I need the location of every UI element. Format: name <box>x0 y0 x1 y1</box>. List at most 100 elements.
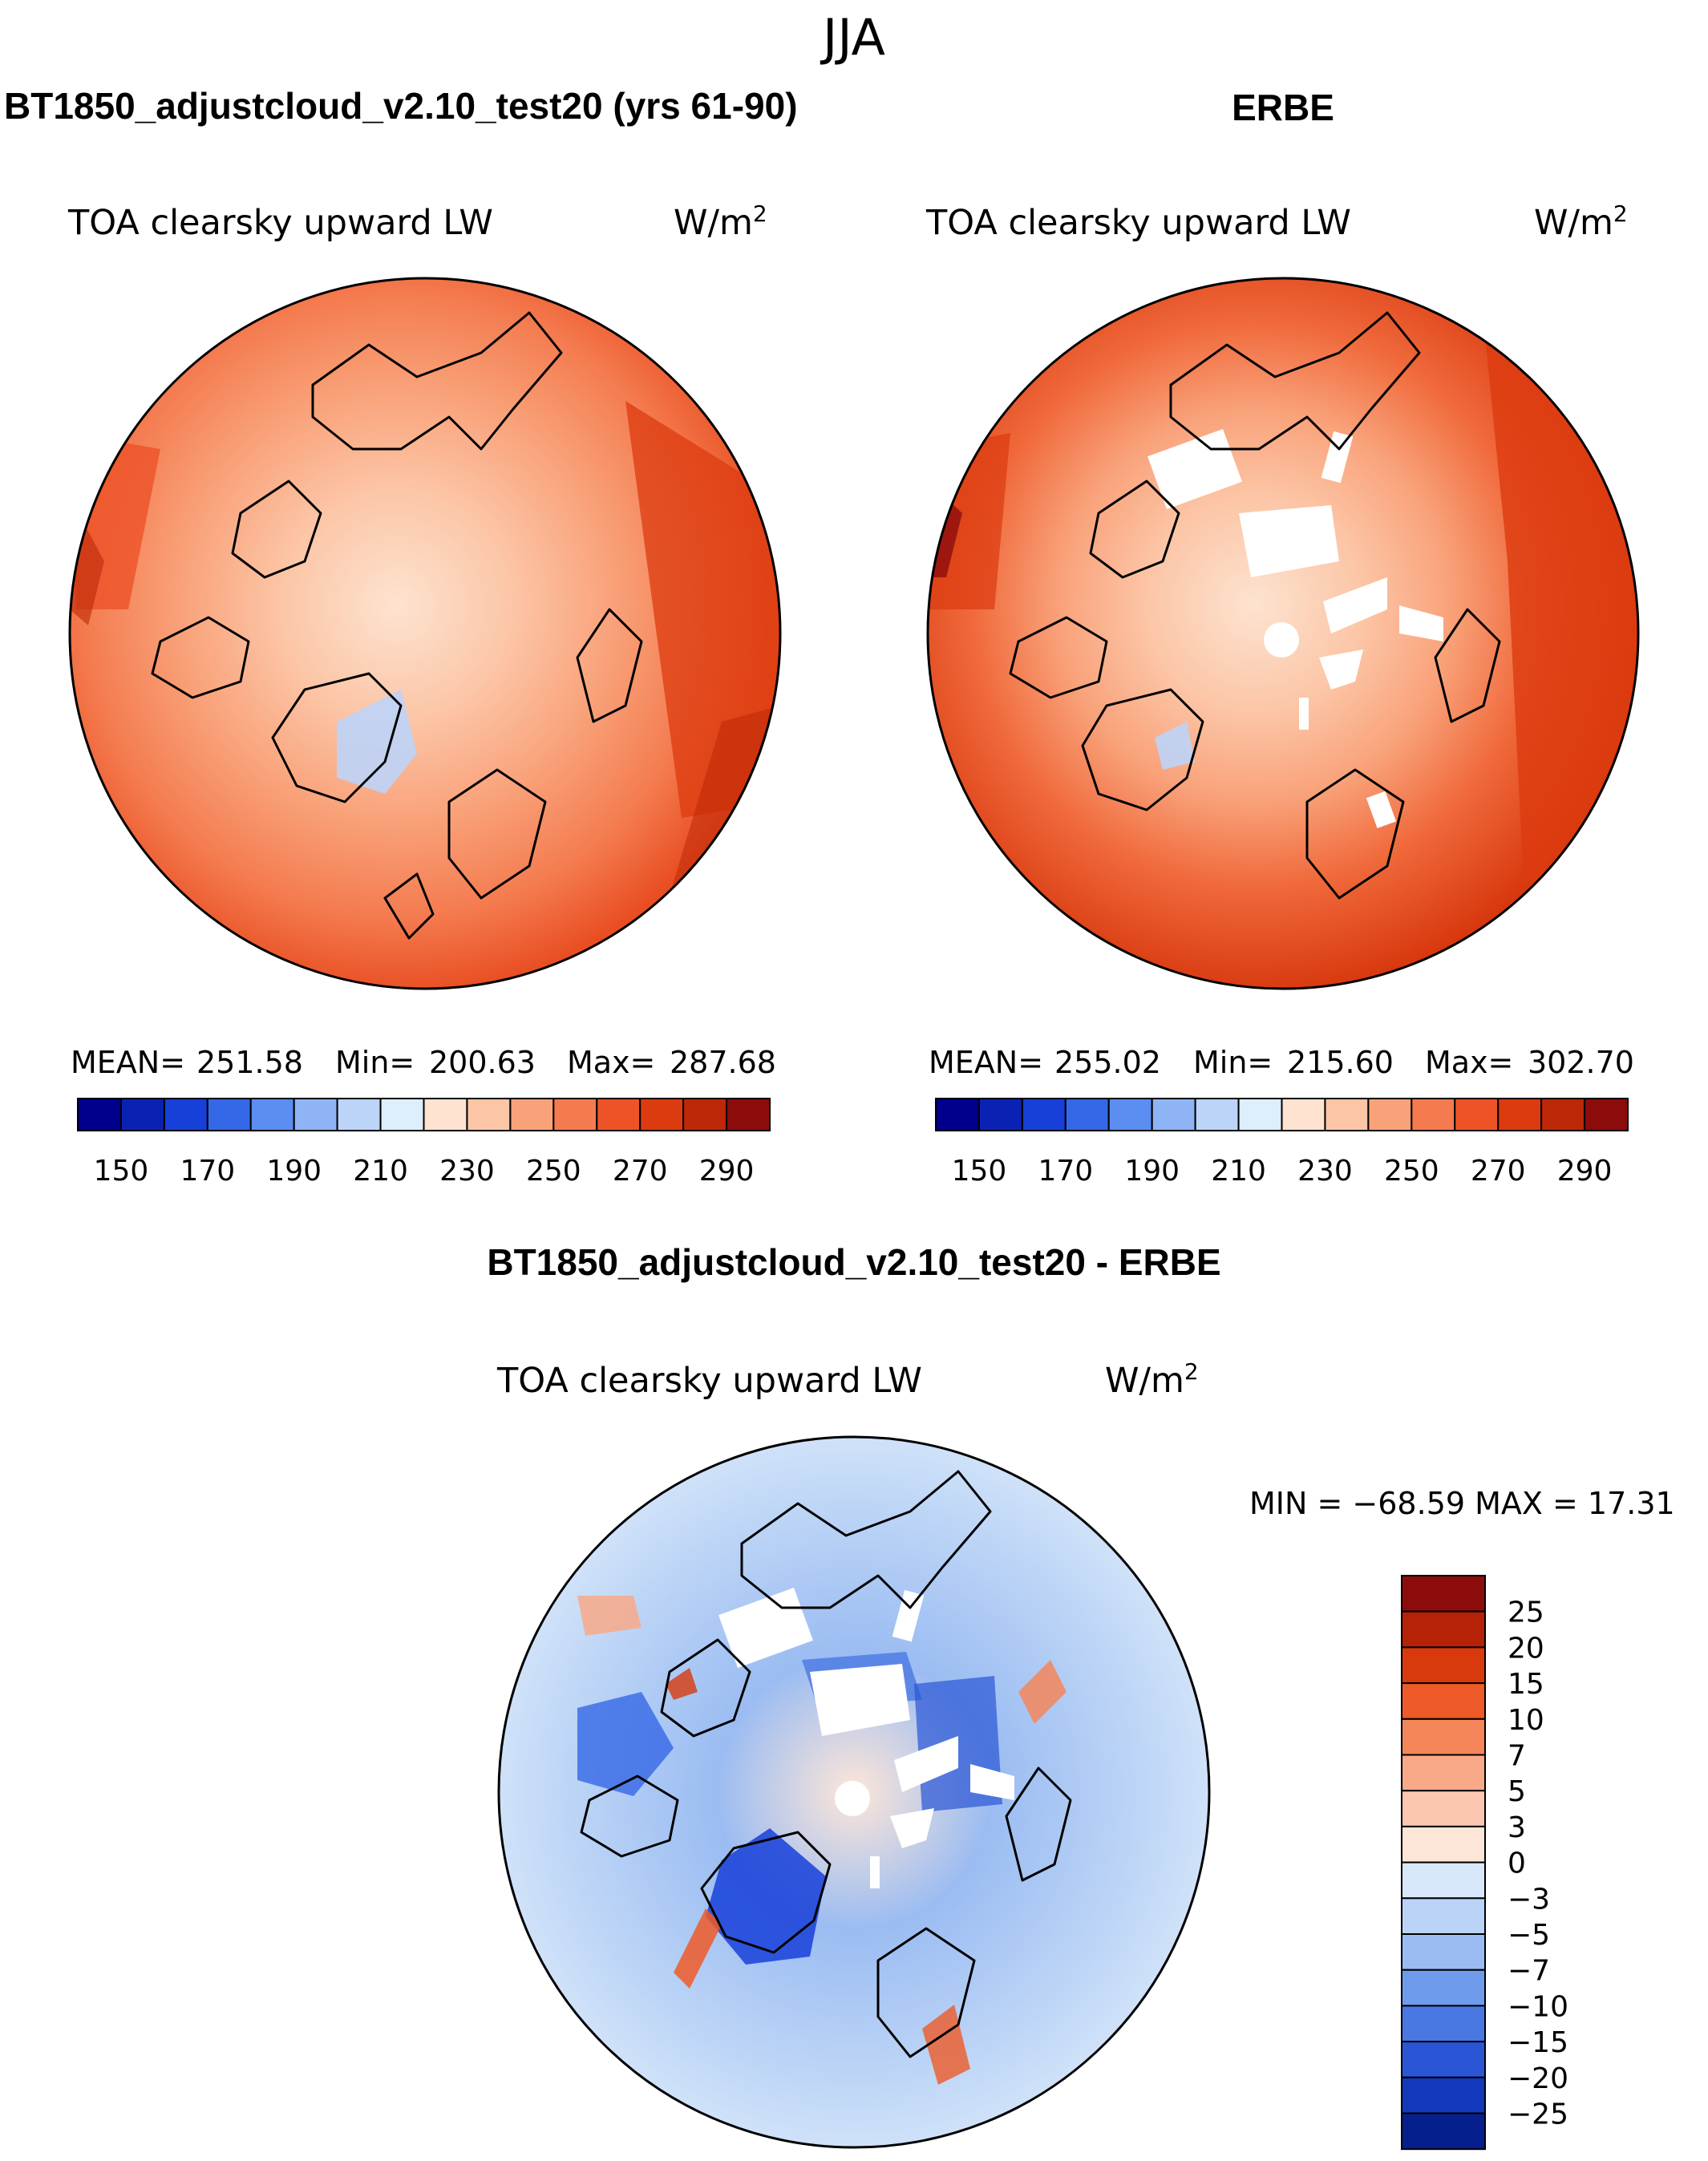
stat-max-label: Max= <box>567 1045 655 1080</box>
colorbar-swatch <box>682 1098 728 1131</box>
colorbar-tick-label: −25 <box>1508 2098 1568 2131</box>
min-max-label: MIN = −68.59 MAX = 17.31 <box>1249 1486 1675 1521</box>
colorbar-tick-label: 250 <box>526 1155 581 1188</box>
variable-label: TOA clearsky upward LW <box>496 1361 922 1401</box>
colorbar-swatch <box>1497 1098 1543 1131</box>
stat-min-value: 200.63 <box>429 1045 536 1080</box>
colorbar-swatch <box>1107 1098 1153 1131</box>
polar-map <box>926 277 1640 990</box>
colorbar-swatch <box>935 1098 980 1131</box>
colorbar-swatch <box>509 1098 555 1131</box>
colorbar-swatch <box>1401 1790 1486 1827</box>
colorbar-tick-label: −10 <box>1508 1990 1568 2023</box>
panel-title: BT1850_adjustcloud_v2.10_test20 (yrs 61-… <box>4 85 798 127</box>
map-shading <box>666 1668 698 1700</box>
colorbar-tick-label: 250 <box>1384 1155 1439 1188</box>
colorbar-swatch <box>1401 2112 1486 2151</box>
colorbar-tick-label: 190 <box>266 1155 322 1188</box>
colorbar-swatch <box>206 1098 252 1131</box>
colorbar-swatch <box>379 1098 425 1131</box>
coastlines <box>580 1470 1072 2058</box>
colorbar-swatch <box>466 1098 512 1131</box>
colorbar-swatch <box>1411 1098 1456 1131</box>
colorbar-tick-label: 230 <box>1297 1155 1353 1188</box>
colorbar-swatch <box>1401 1861 1486 1900</box>
colorbar-swatch <box>1401 1575 1486 1613</box>
colorbar-swatch <box>1540 1098 1586 1131</box>
panel-title: BT1850_adjustcloud_v2.10_test20 - ERBE <box>487 1241 1220 1283</box>
colorbar-swatch <box>1401 1610 1486 1649</box>
stat-min-label: Min= <box>1193 1045 1273 1080</box>
colorbar-tick-label: 270 <box>1471 1155 1526 1188</box>
polar-map <box>68 277 782 990</box>
colorbar-swatch <box>1401 2005 1486 2043</box>
colorbar-tick-label: 270 <box>613 1155 668 1188</box>
colorbar-swatch <box>639 1098 685 1131</box>
stats-line: MEAN= 251.58 Min= 200.63 Max= 287.68 <box>71 1045 776 1080</box>
colorbar-tick-label: 25 <box>1508 1596 1544 1629</box>
units-label: W/m2 <box>674 200 767 243</box>
panel-model: BT1850_adjustcloud_v2.10_test20 (yrs 61-… <box>4 85 798 1188</box>
missing-data <box>1147 429 1443 828</box>
stat-max-value: 287.68 <box>670 1045 776 1080</box>
colorbar-swatch <box>1401 2076 1486 2114</box>
variable-label: TOA clearsky upward LW <box>925 203 1351 243</box>
colorbar-tick-label: 230 <box>439 1155 495 1188</box>
colorbar-tick-label: −15 <box>1508 2026 1568 2059</box>
panel-difference: BT1850_adjustcloud_v2.10_test20 - ERBE T… <box>487 1241 1675 2151</box>
colorbar-swatch <box>1584 1098 1629 1131</box>
units-text: W/m <box>1534 203 1613 243</box>
colorbar-tick-label: −20 <box>1508 2062 1568 2095</box>
stat-mean-label: MEAN= <box>71 1045 185 1080</box>
colorbar-swatch <box>1401 1933 1486 1971</box>
panel-title: ERBE <box>1232 87 1334 128</box>
colorbar-swatch <box>1454 1098 1500 1131</box>
map-shading <box>577 1596 642 1636</box>
colorbar-swatch <box>1151 1098 1196 1131</box>
units-label: W/m2 <box>1534 200 1628 243</box>
colorbar-tick-label: 290 <box>699 1155 755 1188</box>
map-shading <box>1155 722 1195 770</box>
colorbar-tick-label: 210 <box>353 1155 408 1188</box>
colorbar-swatch <box>552 1098 598 1131</box>
figure-title: JJA <box>820 8 885 67</box>
colorbar-tick-label: 170 <box>180 1155 235 1188</box>
colorbar-swatch <box>1401 1682 1486 1720</box>
map-shading <box>674 1908 722 1989</box>
colorbar-tick-label: 0 <box>1508 1847 1526 1880</box>
colorbar-swatch <box>596 1098 642 1131</box>
panel-erbe: ERBE TOA clearsky upward LW W/m2 <box>925 87 1640 1188</box>
colorbar-swatch <box>77 1098 122 1131</box>
colorbar-swatch <box>336 1098 382 1131</box>
stat-max-value: 302.70 <box>1528 1045 1634 1080</box>
stat-min-value: 215.60 <box>1287 1045 1394 1080</box>
units-exponent: 2 <box>1184 1358 1199 1385</box>
colorbar: 150 170 190 210 230 250 270 290 <box>77 1098 771 1188</box>
colorbar-swatch <box>1194 1098 1240 1131</box>
colorbar-swatch <box>293 1098 338 1131</box>
colorbar-tick-label: 15 <box>1508 1668 1544 1701</box>
stat-max-label: Max= <box>1425 1045 1513 1080</box>
colorbar-swatch <box>249 1098 295 1131</box>
colorbar-tick-label: 7 <box>1508 1740 1526 1773</box>
coastlines <box>1009 311 1501 900</box>
colorbar-tick-label: −3 <box>1508 1883 1550 1916</box>
colorbar-tick-label: 190 <box>1124 1155 1180 1188</box>
map-shading <box>577 1692 674 1796</box>
colorbar-tick-label: 170 <box>1038 1155 1093 1188</box>
stat-mean-value: 251.58 <box>196 1045 303 1080</box>
units-exponent: 2 <box>753 200 767 227</box>
colorbar-swatch <box>726 1098 771 1131</box>
colorbar-tick-label: 150 <box>94 1155 149 1188</box>
colorbar-swatch <box>1401 1646 1486 1685</box>
colorbar-tick-label: 5 <box>1508 1775 1526 1808</box>
colorbar-tick-label: 10 <box>1508 1704 1544 1737</box>
colorbar-swatch <box>1401 1825 1486 1864</box>
colorbar-tick-label: 290 <box>1557 1155 1613 1188</box>
colorbar-swatch <box>1401 2041 1486 2078</box>
colorbar-swatch <box>119 1098 165 1131</box>
colorbar-swatch <box>1401 1897 1486 1936</box>
map-shading <box>625 401 780 818</box>
map-shading <box>1018 1660 1066 1724</box>
